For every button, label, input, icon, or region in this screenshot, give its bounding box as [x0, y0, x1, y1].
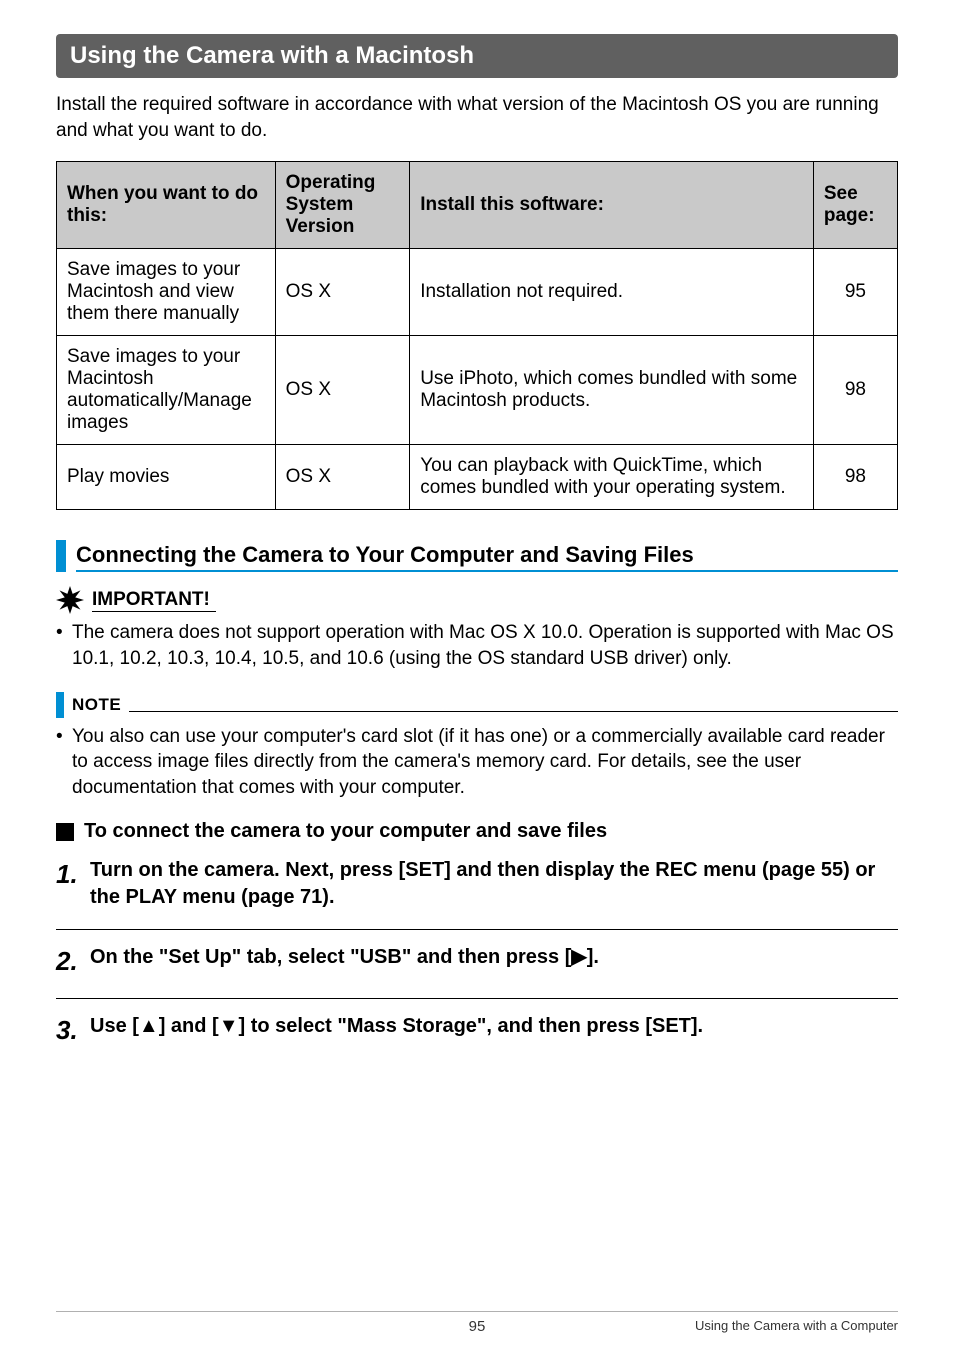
step-divider: [56, 998, 898, 999]
bullet-dot: •: [56, 620, 72, 671]
step-number: 1.: [56, 857, 90, 911]
table-cell: Installation not required.: [410, 249, 814, 336]
step-3: 3. Use [▲] and [▼] to select "Mass Stora…: [56, 1013, 898, 1048]
table-cell: Save images to your Macintosh automatica…: [57, 336, 276, 445]
step-1: 1. Turn on the camera. Next, press [SET]…: [56, 857, 898, 911]
table-header-cell: Install this software:: [410, 162, 814, 249]
table-cell: OS X: [275, 336, 410, 445]
important-bullets: • The camera does not support operation …: [56, 620, 898, 671]
step-number: 3.: [56, 1013, 90, 1048]
burst-icon: [56, 586, 84, 614]
table-cell: 98: [813, 445, 897, 510]
note-bullet-text: You also can use your computer's card sl…: [72, 724, 898, 801]
table-cell: Save images to your Macintosh and view t…: [57, 249, 276, 336]
software-table: When you want to do this: Operating Syst…: [56, 161, 898, 510]
important-bullet-text: The camera does not support operation wi…: [72, 620, 898, 671]
bullet-dot: •: [56, 724, 72, 801]
note-underline: [129, 700, 898, 712]
table-cell: OS X: [275, 445, 410, 510]
table-row: Save images to your Macintosh automatica…: [57, 336, 898, 445]
intro-paragraph: Install the required software in accorda…: [56, 92, 898, 143]
list-item: • You also can use your computer's card …: [56, 724, 898, 801]
section-title: Using the Camera with a Macintosh: [70, 42, 474, 69]
step-2: 2. On the "Set Up" tab, select "USB" and…: [56, 944, 898, 979]
accent-bar: [56, 692, 64, 718]
table-header-cell: When you want to do this:: [57, 162, 276, 249]
table-cell: OS X: [275, 249, 410, 336]
black-square-icon: [56, 823, 74, 841]
subsection-title: Connecting the Camera to Your Computer a…: [76, 540, 898, 572]
table-cell: You can playback with QuickTime, which c…: [410, 445, 814, 510]
note-bullets: • You also can use your computer's card …: [56, 724, 898, 801]
table-cell: 98: [813, 336, 897, 445]
page-footer: 95 Using the Camera with a Computer: [56, 1311, 898, 1335]
table-header-cell: See page:: [813, 162, 897, 249]
subsection-header: Connecting the Camera to Your Computer a…: [56, 540, 898, 572]
footer-section-text: Using the Camera with a Computer: [695, 1318, 898, 1333]
step-divider: [56, 929, 898, 930]
connect-heading-row: To connect the camera to your computer a…: [56, 820, 898, 843]
step-text: Use [▲] and [▼] to select "Mass Storage"…: [90, 1013, 703, 1048]
table-header-row: When you want to do this: Operating Syst…: [57, 162, 898, 249]
table-cell: Play movies: [57, 445, 276, 510]
step-text: Turn on the camera. Next, press [SET] an…: [90, 857, 898, 911]
important-label: IMPORTANT!: [92, 589, 216, 612]
accent-bar: [56, 540, 66, 572]
table-cell: Use iPhoto, which comes bundled with som…: [410, 336, 814, 445]
list-item: • The camera does not support operation …: [56, 620, 898, 671]
table-row: Play movies OS X You can playback with Q…: [57, 445, 898, 510]
important-row: IMPORTANT!: [56, 586, 898, 614]
table-cell: 95: [813, 249, 897, 336]
note-row: NOTE: [56, 692, 898, 718]
connect-heading: To connect the camera to your computer a…: [84, 820, 607, 843]
section-header: Using the Camera with a Macintosh: [56, 34, 898, 78]
table-row: Save images to your Macintosh and view t…: [57, 249, 898, 336]
note-label: NOTE: [72, 695, 121, 715]
step-text: On the "Set Up" tab, select "USB" and th…: [90, 944, 599, 979]
table-header-cell: Operating System Version: [275, 162, 410, 249]
step-number: 2.: [56, 944, 90, 979]
